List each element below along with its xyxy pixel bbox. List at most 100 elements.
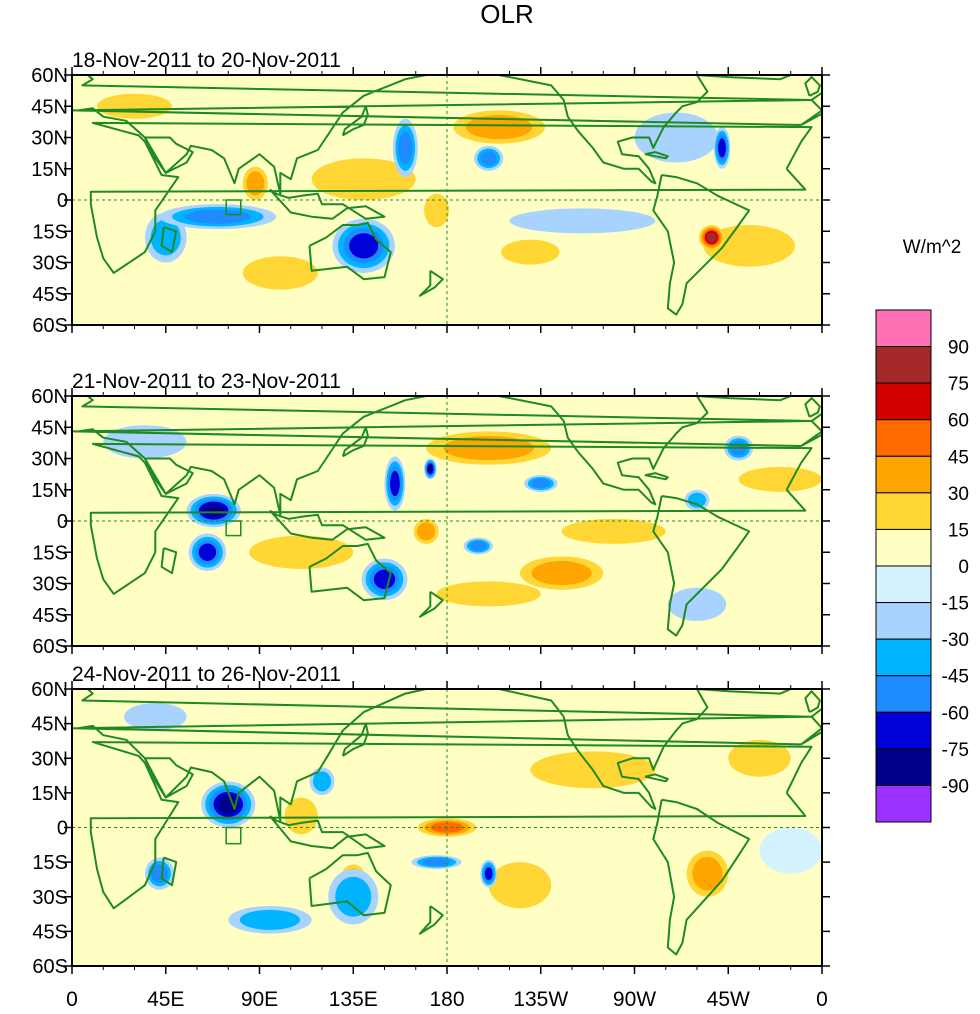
coastline-indonesia	[269, 815, 386, 850]
lat-tick-label: 60S	[32, 315, 68, 337]
coastline-uk	[804, 397, 821, 418]
anomaly-contour	[483, 153, 494, 163]
coastline-uk	[804, 690, 821, 713]
anomaly-contour	[543, 565, 581, 581]
colorbar-swatch	[875, 382, 932, 421]
coastline-cuba	[644, 773, 669, 783]
lat-tick-label: 60N	[31, 386, 68, 408]
lat-tick-label: 60S	[32, 636, 68, 658]
coastline-nz	[418, 905, 444, 935]
colorbar-level-label: 60	[948, 411, 969, 432]
anomaly-contour	[537, 213, 628, 229]
anomaly-contour	[427, 859, 446, 865]
colorbar-swatch	[875, 675, 932, 713]
anomaly-contour	[679, 594, 715, 615]
colorbar-swatch	[875, 309, 932, 348]
coastline-australia	[308, 542, 392, 602]
coastline-madagascar	[160, 226, 178, 254]
coastline-africa	[89, 442, 813, 595]
coastline-arabia	[144, 136, 194, 174]
colorbar-swatch	[875, 784, 932, 823]
lat-tick-label: 45N	[31, 714, 68, 736]
lat-tick-label: 15N	[31, 480, 68, 502]
lat-tick-label: 30N	[31, 128, 68, 150]
reference-box	[225, 520, 242, 537]
anomaly-contour	[428, 466, 432, 472]
coastline-australia	[308, 851, 392, 917]
colorbar-swatch	[875, 419, 932, 457]
reference-box	[225, 826, 242, 845]
anomaly-contour	[534, 480, 547, 487]
lat-tick-label: 45S	[32, 921, 68, 943]
colorbar: 90 75 60 45 30 15 0 -15 -30 -45 -60 -75 -90	[875, 309, 969, 823]
colorbar-level-label: 90	[948, 338, 969, 359]
coastline-greenland	[696, 689, 792, 695]
lon-tick-label: 180	[429, 988, 464, 1011]
lat-tick-label: 15S	[32, 852, 68, 874]
lon-tick-label: 45W	[707, 988, 750, 1011]
anomaly-contour	[354, 238, 373, 254]
colorbar-level-label: 30	[948, 484, 969, 505]
lon-tick-label: 90E	[241, 988, 278, 1011]
anomaly-contour	[720, 233, 778, 259]
reference-box	[225, 199, 242, 216]
colorbar-level-label: -60	[942, 703, 969, 724]
lon-tick-label: 135E	[329, 988, 378, 1011]
anomaly-contour	[391, 475, 398, 492]
anomaly-contour	[428, 200, 445, 221]
anomaly-contour	[478, 119, 520, 135]
coastline-namerica	[478, 689, 709, 810]
lat-tick-label: 15S	[32, 542, 68, 564]
lat-tick-label: 45S	[32, 284, 68, 306]
colorbar-swatch	[875, 638, 932, 677]
coastline-arabia	[143, 757, 194, 799]
anomaly-contour	[473, 543, 484, 549]
anomaly-contour	[512, 244, 549, 260]
anomaly-contour	[257, 262, 304, 284]
lon-tick-label: 0	[816, 988, 828, 1011]
chart-title: OLR	[480, 0, 533, 29]
coastline-cuba	[644, 472, 669, 481]
coastline-arabia	[144, 457, 194, 495]
lat-tick-label: 30N	[31, 748, 68, 770]
coastline-africa	[89, 121, 813, 274]
anomaly-contour	[754, 471, 806, 488]
coastline-madagascar	[160, 547, 178, 575]
anomaly-contour	[581, 523, 646, 540]
coastline-samerica	[652, 798, 751, 956]
coastline-indonesia	[269, 188, 386, 220]
anomaly-contour	[420, 525, 432, 537]
coastline-europe-wrap	[800, 91, 822, 126]
anomaly-contour	[331, 166, 396, 192]
lat-tick-label: 0	[57, 818, 68, 840]
lat-tick-label: 30S	[32, 574, 68, 596]
anomaly-contour	[249, 175, 261, 191]
map-panels: 18-Nov-2011 to 20-Nov-201160N45N30N15N01…	[31, 49, 830, 1011]
anomaly-contour	[708, 234, 715, 241]
anomaly-contour	[698, 863, 717, 884]
lat-tick-label: 0	[57, 511, 68, 533]
lat-tick-label: 15S	[32, 221, 68, 243]
colorbar-level-label: -45	[942, 667, 969, 688]
lon-tick-label: 45E	[147, 988, 184, 1011]
anomaly-contour	[719, 141, 725, 154]
colorbar-level-label: 0	[958, 557, 969, 578]
lon-tick-label: 0	[66, 988, 78, 1011]
anomaly-contour	[460, 440, 517, 456]
lon-tick-label: 135W	[513, 988, 568, 1011]
anomaly-contour	[207, 506, 221, 515]
coastline-nz	[418, 590, 444, 618]
colorbar-swatch	[875, 711, 932, 750]
anomaly-contour	[500, 871, 540, 900]
anomaly-contour	[269, 541, 334, 563]
coastline-namerica	[478, 75, 709, 185]
lat-tick-label: 15N	[31, 159, 68, 181]
coastline-madagascar	[160, 856, 178, 887]
lon-tick-label: 90W	[613, 988, 656, 1011]
anomaly-contour	[759, 827, 822, 874]
colorbar-swatch	[875, 455, 932, 494]
colorbar-level-label: -75	[942, 740, 969, 761]
